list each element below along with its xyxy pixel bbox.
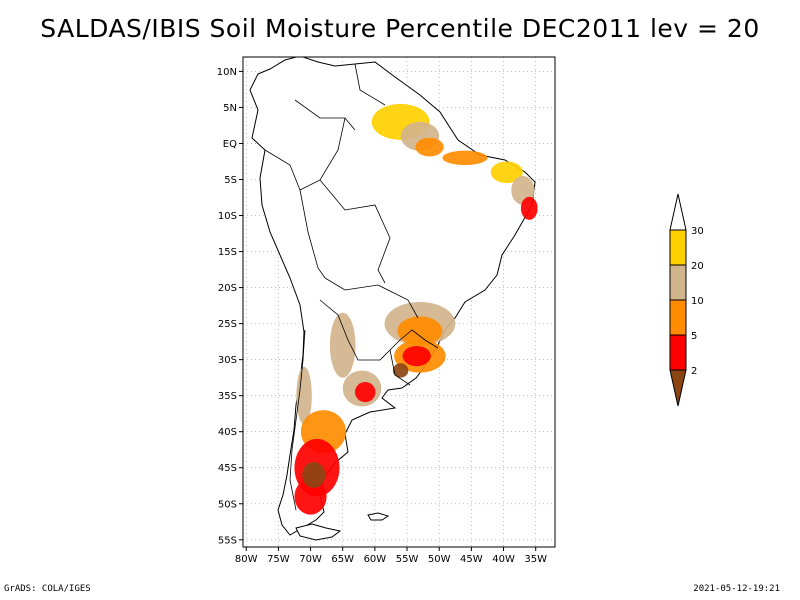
legend-label: 2 [691, 366, 697, 377]
legend-label: 30 [691, 226, 704, 237]
soil-moisture-anomalies [294, 103, 538, 515]
anomaly-parana-basin-core [397, 316, 443, 346]
lat-tick-label: 45S [218, 463, 237, 474]
lon-tick-label: 75W [267, 554, 290, 565]
lon-tick-label: 70W [299, 554, 322, 565]
anomaly-pampas-core [354, 381, 376, 403]
lat-tick-label: 5S [224, 175, 237, 186]
anomaly-uruguay-dry [392, 363, 409, 378]
anomaly-ceara-coast [490, 161, 523, 184]
falkland-islands [367, 512, 390, 521]
anomaly-central-chile [296, 366, 312, 425]
lat-tick-label: 55S [218, 535, 237, 546]
map-frame [242, 56, 556, 548]
color-legend: 30 20 10 5 2 [669, 193, 704, 407]
anomaly-southern-patagonia [294, 478, 327, 515]
tierra-del-fuego [295, 523, 342, 541]
anomaly-pernambuco-dry [520, 196, 538, 220]
anomaly-rio-grande-do-sul-core [402, 345, 431, 367]
legend-arrow-top [669, 193, 687, 231]
lon-tick-label: 65W [331, 554, 354, 565]
axis-ticks: 10N 5N EQ 5S 10S 15S 20S 25S 30S 35S 40S 45S 50S 55S 8… [217, 67, 547, 565]
legend-swatch [669, 299, 687, 336]
lat-tick-label: 15S [218, 247, 237, 258]
lon-tick-label: 80W [235, 554, 258, 565]
lon-tick-label: 50W [428, 554, 451, 565]
lon-tick-label: 60W [364, 554, 387, 565]
lat-tick-label: 40S [218, 427, 237, 438]
legend-swatch [669, 229, 687, 266]
legend-label: 10 [691, 296, 704, 307]
anomaly-northwest-argentina [329, 312, 356, 378]
lat-tick-label: 50S [218, 499, 237, 510]
anomaly-para-dry-core [415, 137, 444, 157]
lon-tick-label: 45W [460, 554, 483, 565]
anomaly-maranhao-coast [442, 150, 488, 166]
lat-tick-label: EQ [223, 139, 237, 150]
lon-tick-label: 35W [524, 554, 547, 565]
footer-timestamp: 2021-05-12-19:21 [693, 584, 780, 594]
legend-swatch [669, 264, 687, 301]
lat-tick-label: 10N [217, 67, 237, 78]
legend-arrow-bottom [669, 369, 687, 407]
country-borders [264, 63, 439, 511]
legend-label: 20 [691, 261, 704, 272]
lon-tick-label: 40W [492, 554, 515, 565]
anomaly-patagonia-dry-core [302, 461, 326, 488]
footer-credit: GrADS: COLA/IGES [4, 584, 91, 594]
lat-tick-label: 35S [218, 391, 237, 402]
lat-tick-label: 20S [218, 283, 237, 294]
lat-tick-label: 30S [218, 355, 237, 366]
map-title: SALDAS/IBIS Soil Moisture Percentile DEC… [40, 14, 760, 43]
lon-tick-label: 55W [396, 554, 419, 565]
lat-tick-label: 25S [218, 319, 237, 330]
lat-tick-label: 5N [223, 103, 237, 114]
legend-swatch [669, 334, 687, 371]
legend-label: 5 [691, 331, 697, 342]
lat-tick-label: 10S [218, 211, 237, 222]
